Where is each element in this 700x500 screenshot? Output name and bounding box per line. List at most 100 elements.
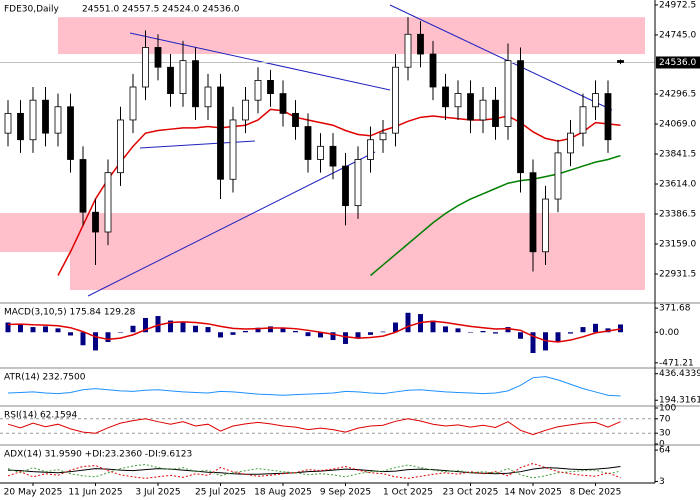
candle-body: [242, 99, 249, 121]
macd-bar: [530, 332, 536, 354]
x-tick-label: 18 Aug 2025: [254, 488, 312, 498]
x-tick-label: 3 Jul 2025: [135, 488, 180, 498]
macd-bar: [318, 332, 323, 338]
macd-bar: [330, 332, 336, 341]
indicator-line: [7, 466, 621, 475]
macd-bar: [143, 317, 148, 333]
macd-bar: [618, 324, 623, 333]
candle-body: [4, 112, 12, 134]
indicator-line: [7, 418, 621, 436]
macd-bar: [268, 326, 273, 333]
panel-label: ADX(14) 31.9590 +DI:23.2360 -DI:9.6123: [4, 450, 192, 460]
macd-bar: [443, 326, 448, 333]
candle-body: [604, 93, 612, 141]
candle-body: [317, 145, 324, 160]
panel-label: MACD(3,10,5) 175.84 129.28: [4, 308, 136, 318]
macd-bar: [293, 330, 298, 333]
y-tick-label: 64: [659, 446, 671, 456]
candle-body: [17, 112, 24, 141]
macd-bar: [593, 323, 598, 333]
candle-body: [254, 80, 262, 101]
y-tick-label: 22931.5: [659, 269, 696, 279]
candle-body: [492, 99, 499, 127]
macd-bar: [30, 327, 36, 333]
macd-bar: [105, 332, 111, 342]
candle-body: [92, 211, 99, 233]
candle-body: [554, 152, 562, 200]
macd-bar: [18, 324, 23, 333]
macd-bar: [230, 332, 236, 335]
candle-body: [79, 159, 87, 213]
macd-bar: [480, 330, 486, 333]
x-tick-label: 9 Sep 2025: [320, 488, 371, 498]
macd-bar: [255, 327, 261, 333]
y-tick-label: 30: [659, 429, 671, 439]
trendline: [389, 4, 613, 111]
y-tick-label: 371.68: [659, 304, 691, 314]
macd-bar: [5, 322, 11, 333]
candle-body: [467, 93, 474, 121]
macd-bar: [580, 327, 586, 333]
macd-bar: [80, 332, 86, 346]
candle-body: [292, 112, 299, 127]
candle-body: [42, 99, 49, 134]
indicator-line: [7, 376, 621, 397]
y-tick-label: 24745.0: [659, 30, 696, 40]
macd-bar: [43, 326, 48, 333]
macd-bar: [205, 327, 211, 333]
macd-bar: [355, 332, 361, 339]
y-tick-label: 194.3161: [659, 396, 700, 406]
macd-bar: [193, 325, 198, 333]
x-tick-label: 11 Jun 2025: [68, 488, 122, 498]
y-tick-label: 24069.0: [659, 120, 696, 130]
macd-bar: [430, 320, 436, 333]
macd-bar: [118, 332, 123, 333]
candle-body: [417, 33, 424, 55]
x-tick-label: 23 Oct 2025: [443, 488, 499, 498]
candle-body: [567, 132, 574, 154]
indicator-line: [7, 462, 621, 479]
candle-body: [592, 93, 599, 108]
macd-bar: [180, 322, 186, 333]
y-tick-label: 3: [659, 477, 665, 487]
macd-bar: [368, 332, 373, 335]
x-tick-label: 14 Nov 2025: [504, 488, 562, 498]
candle-body: [279, 93, 287, 114]
macd-bar: [518, 332, 523, 339]
y-tick-label: 24296.5: [659, 90, 696, 100]
macd-bar: [218, 332, 223, 338]
macd-bar: [243, 330, 248, 333]
candle-body: [167, 66, 174, 94]
y-tick-label: 23159.0: [659, 239, 696, 249]
current-price-label: 24536.0: [659, 58, 696, 68]
candle-body: [429, 53, 437, 88]
candle-body: [454, 93, 462, 108]
macd-bar: [568, 332, 573, 334]
y-tick-label: 70: [659, 414, 671, 424]
moving-average: [370, 154, 621, 277]
candle-body: [267, 80, 274, 94]
candle-body: [542, 198, 549, 253]
trendline: [87, 151, 376, 297]
x-tick-label: 20 May 2025: [4, 488, 63, 498]
macd-bar: [280, 328, 286, 333]
y-tick-label: 436.4339: [659, 369, 700, 379]
current-price-box: [656, 56, 700, 69]
candle-body: [354, 159, 362, 207]
candle-body: [392, 66, 399, 134]
candle-body: [517, 60, 524, 174]
macd-bar: [168, 320, 173, 333]
zone: [70, 252, 645, 291]
macd-bar: [130, 325, 136, 333]
x-tick-label: 1 Oct 2025: [383, 488, 433, 498]
candle-body: [229, 119, 237, 180]
signal-line: [7, 320, 621, 343]
candle-body: [104, 172, 112, 233]
trendline: [129, 32, 391, 91]
candle-body: [67, 106, 74, 160]
candle-body: [204, 86, 212, 108]
candle-body: [29, 99, 37, 141]
candle-body: [179, 60, 187, 94]
candle-body: [54, 106, 62, 134]
candle-body: [479, 99, 487, 121]
